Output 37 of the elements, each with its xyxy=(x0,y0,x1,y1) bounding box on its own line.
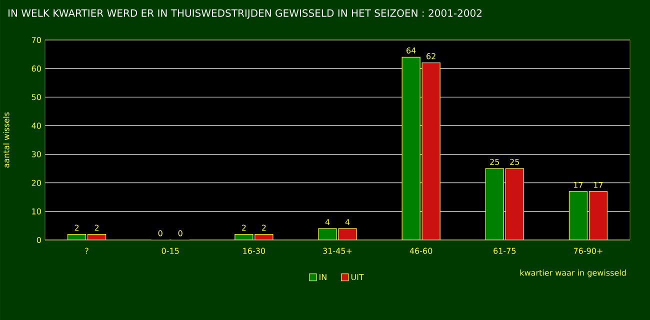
bar xyxy=(588,191,608,240)
legend-label: IN xyxy=(320,274,326,280)
y-tick-label: 10 xyxy=(32,208,41,214)
chart-title: IN WELK KWARTIER WERD ER IN THUISWEDSTRIJDEN GEWISSELD IN HET SEIZOEN : 2001-2002 xyxy=(8,9,482,19)
x-tick-label: ? xyxy=(85,248,88,254)
data-label: 2 xyxy=(74,224,79,231)
data-label: 4 xyxy=(325,219,330,225)
data-label: 17 xyxy=(574,182,583,188)
data-label: 25 xyxy=(510,158,520,165)
data-label: 0 xyxy=(158,230,162,236)
data-label: 62 xyxy=(426,53,436,60)
data-label: 64 xyxy=(406,47,416,54)
y-tick-label: 40 xyxy=(32,122,41,129)
x-axis-title: kwartier waar in gewisseld xyxy=(520,270,626,278)
data-label: 2 xyxy=(94,224,99,231)
x-tick-label: 0-15 xyxy=(162,248,179,254)
y-tick-label: 70 xyxy=(32,36,41,44)
x-tick-label: 61-75 xyxy=(494,248,516,254)
bar xyxy=(422,62,440,240)
bar xyxy=(505,168,524,240)
y-tick-label: 0 xyxy=(36,236,41,244)
data-label: 25 xyxy=(490,158,500,165)
x-tick-label: 16-30 xyxy=(243,248,266,254)
data-label: 2 xyxy=(242,224,246,231)
y-tick-label: 30 xyxy=(32,151,41,158)
x-tick-label: 46-60 xyxy=(410,248,432,254)
y-tick-label: 50 xyxy=(32,94,41,100)
y-axis-title: aantal wissels xyxy=(3,112,10,168)
y-tick-label: 60 xyxy=(32,66,41,72)
legend-label: UIT xyxy=(351,274,364,280)
data-label: 2 xyxy=(262,224,266,231)
data-label: 4 xyxy=(345,219,350,225)
data-label: 0 xyxy=(178,230,182,236)
data-label: 17 xyxy=(594,182,603,188)
x-tick-label: 76-90+ xyxy=(574,248,602,254)
x-tick-label: 31-45+ xyxy=(323,248,352,254)
y-tick-label: 20 xyxy=(32,180,41,186)
